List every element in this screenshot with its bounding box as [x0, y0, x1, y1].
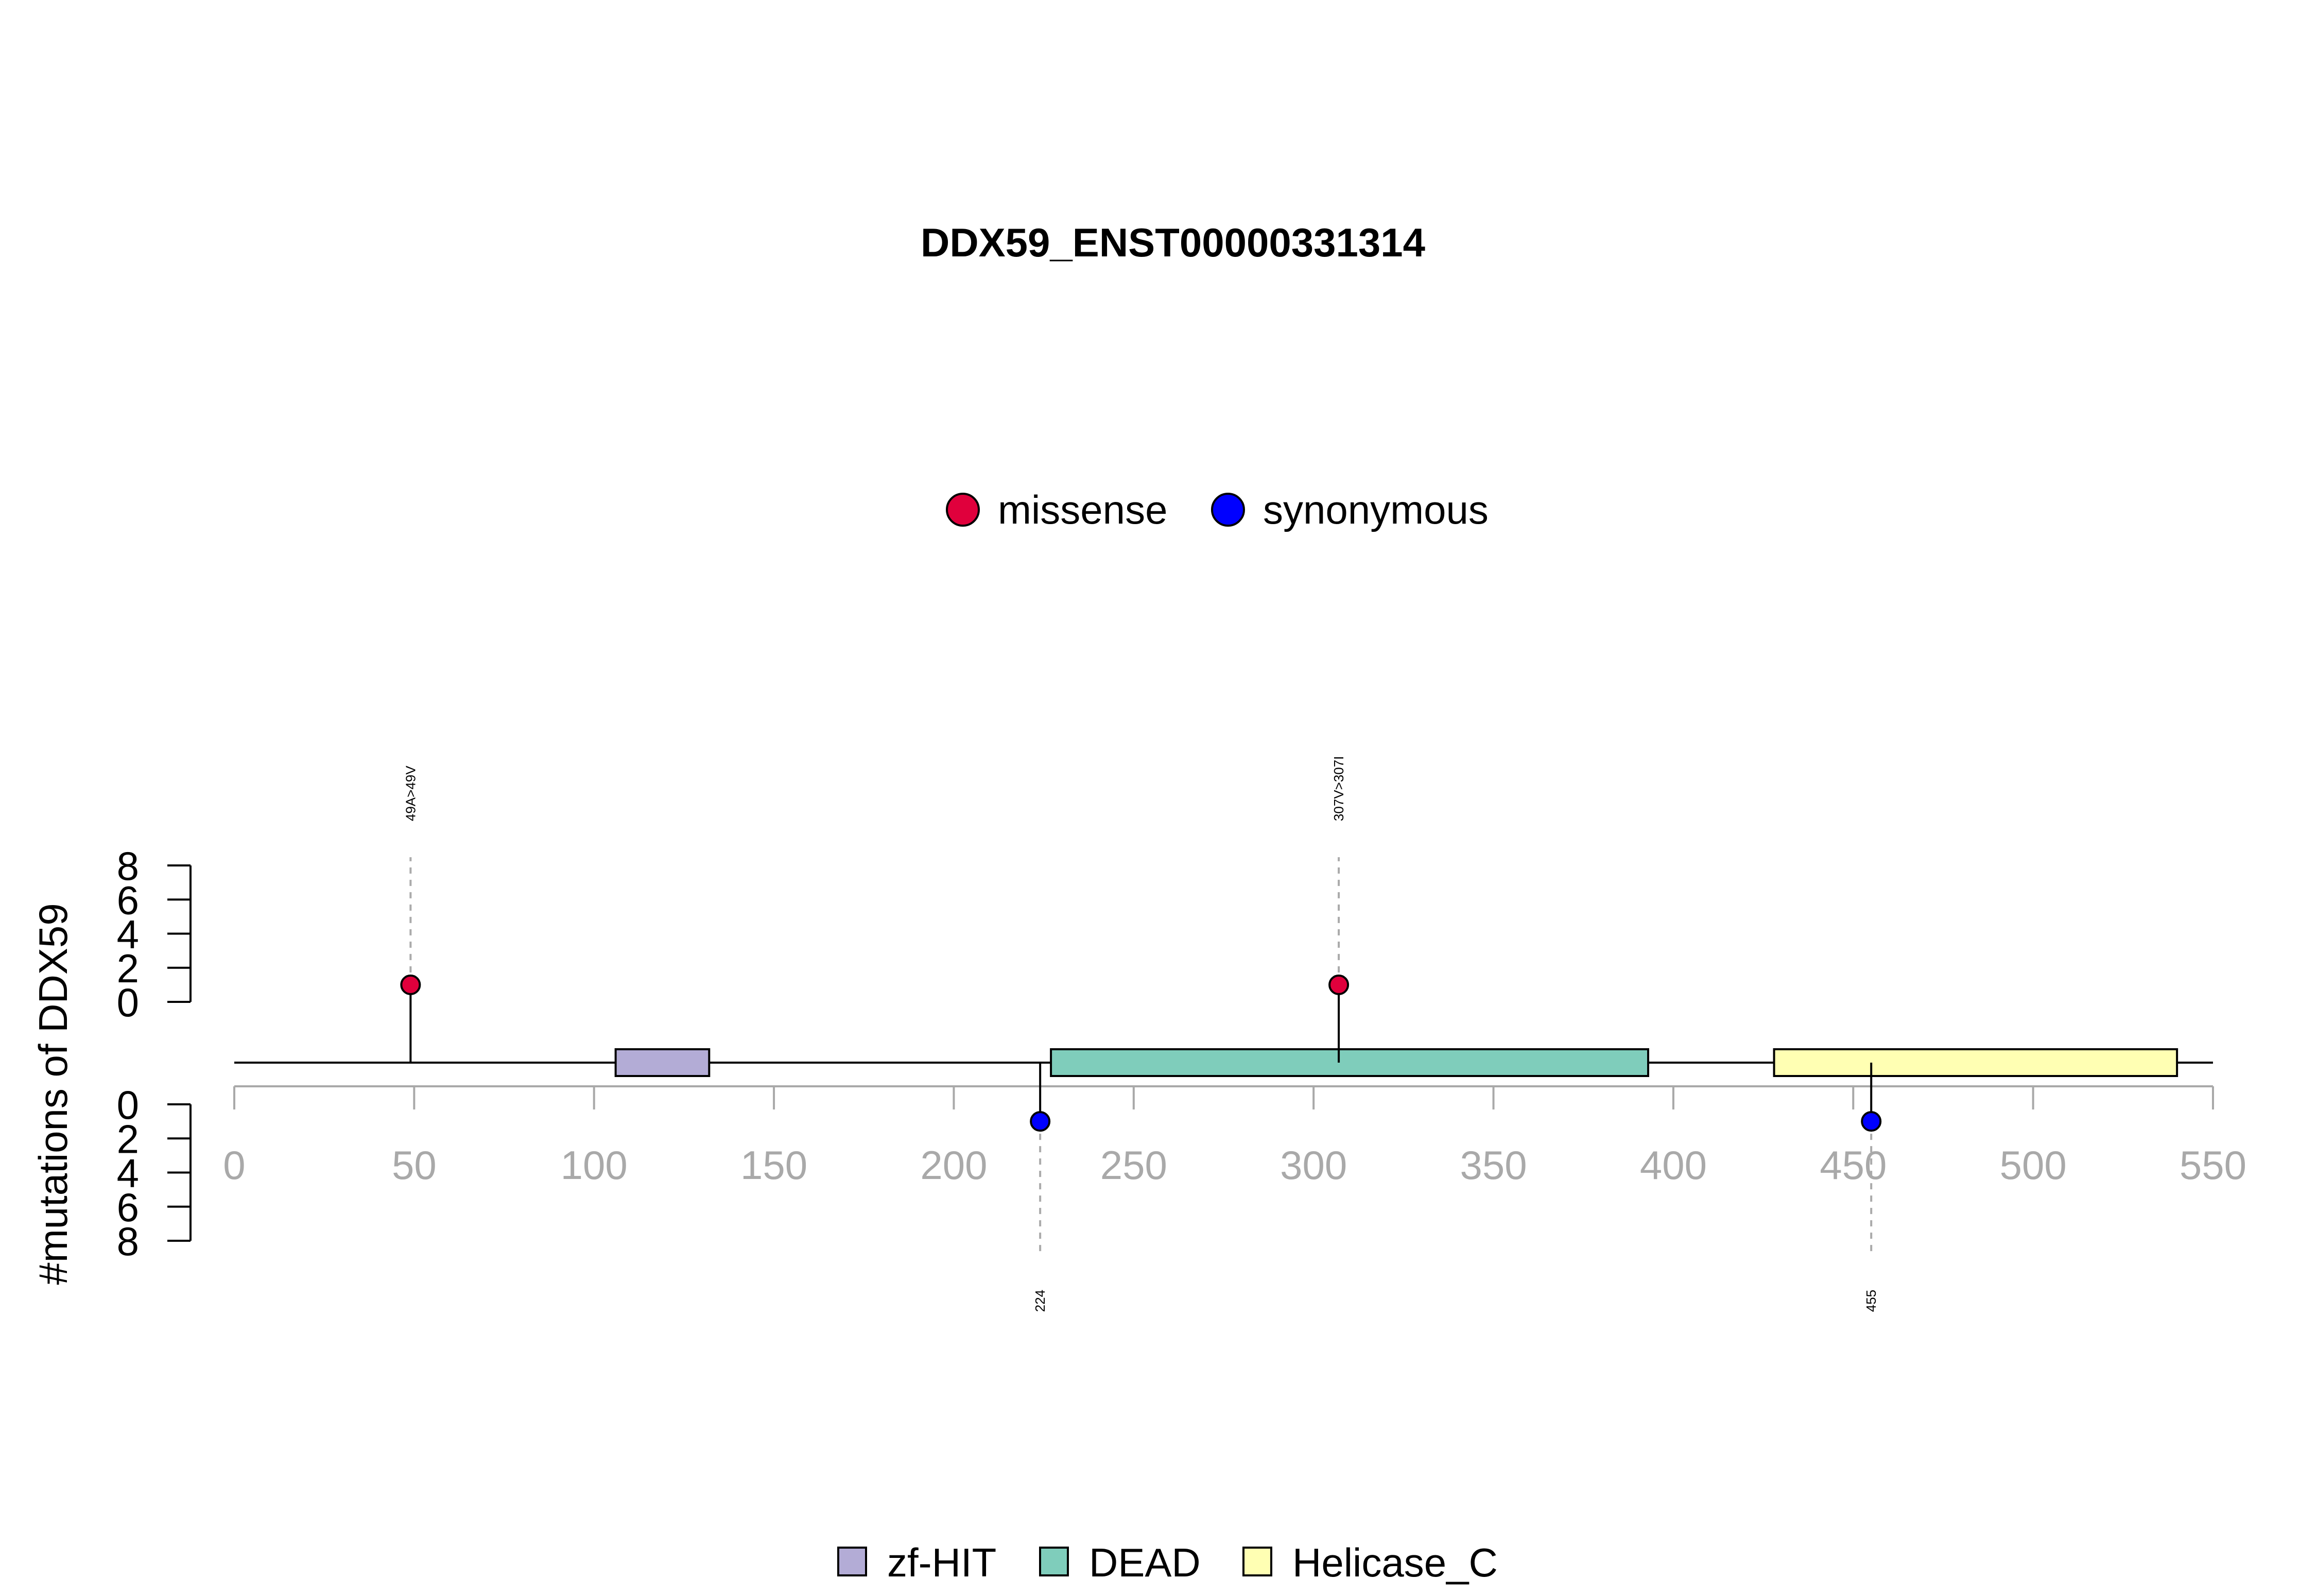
x-tick-label: 450: [1820, 1142, 1887, 1188]
legend-label-Helicase_C: Helicase_C: [1292, 1540, 1498, 1585]
legend-swatch-zf-HIT: [837, 1547, 867, 1576]
top-y-tick-label: 2: [117, 946, 139, 991]
x-tick-label: 400: [1640, 1142, 1707, 1188]
x-axis: 0 50 100 150 200 250 300 350 400 450 500 550: [223, 1085, 2246, 1188]
top-y-tick-label: 0: [117, 980, 139, 1025]
bottom-y-tick-label: 8: [117, 1219, 139, 1264]
mutation-label: 224: [1032, 1290, 1048, 1312]
legend-swatch-Helicase_C: [1242, 1547, 1272, 1576]
bottom-y-tick-label: 2: [117, 1116, 139, 1161]
mutation-label: 49A>49V: [403, 766, 418, 821]
domain-DEAD: [1050, 1048, 1649, 1077]
legend-swatch-DEAD: [1039, 1547, 1069, 1576]
lollipop-head-missense: [1328, 974, 1350, 995]
protein-backbone: [234, 1048, 2213, 1077]
y-axis-label: #mutations of DDX59: [30, 903, 76, 1285]
mutation-lollipops: 49A>49V 307V>307I 224 455: [400, 756, 1882, 1312]
legend-marker-synonymous: [1211, 493, 1245, 527]
x-tick-label: 50: [392, 1142, 437, 1188]
x-tick-label: 150: [740, 1142, 807, 1188]
mutation-label: 307V>307I: [1331, 756, 1346, 821]
domain-legend: zf-HIT DEAD Helicase_C: [837, 1540, 1498, 1585]
top-y-tick-label: 8: [117, 843, 139, 889]
top-y-tick-label: 6: [117, 877, 139, 923]
x-tick-label: 550: [2180, 1142, 2246, 1188]
legend-marker-missense: [946, 493, 980, 527]
legend-label-DEAD: DEAD: [1089, 1540, 1201, 1585]
chart-title: DDX59_ENST00000331314: [921, 220, 1425, 265]
x-tick-label: 100: [561, 1142, 628, 1188]
domain-zf-HIT: [614, 1048, 711, 1077]
bottom-y-tick-label: 4: [117, 1151, 139, 1196]
bottom-y-tick-label: 0: [117, 1082, 139, 1127]
x-tick-label: 350: [1460, 1142, 1527, 1188]
x-tick-label: 200: [920, 1142, 987, 1188]
mutation-legend: missense synonymous: [946, 487, 1489, 532]
lollipop-head-missense: [400, 974, 421, 995]
lollipop-head-synonymous: [1030, 1111, 1051, 1132]
domain-Helicase_C: [1773, 1048, 2178, 1077]
mutation-label: 455: [1863, 1290, 1879, 1312]
bottom-y-tick-label: 6: [117, 1185, 139, 1230]
x-tick-label: 300: [1280, 1142, 1347, 1188]
top-y-tick-label: 4: [117, 912, 139, 957]
legend-label-missense: missense: [998, 487, 1167, 532]
x-tick-label: 0: [223, 1142, 245, 1188]
lollipop-head-synonymous: [1861, 1111, 1882, 1132]
x-tick-label: 500: [2000, 1142, 2067, 1188]
legend-label-synonymous: synonymous: [1263, 487, 1489, 532]
legend-label-zf-HIT: zf-HIT: [887, 1540, 996, 1585]
x-tick-label: 250: [1100, 1142, 1167, 1188]
